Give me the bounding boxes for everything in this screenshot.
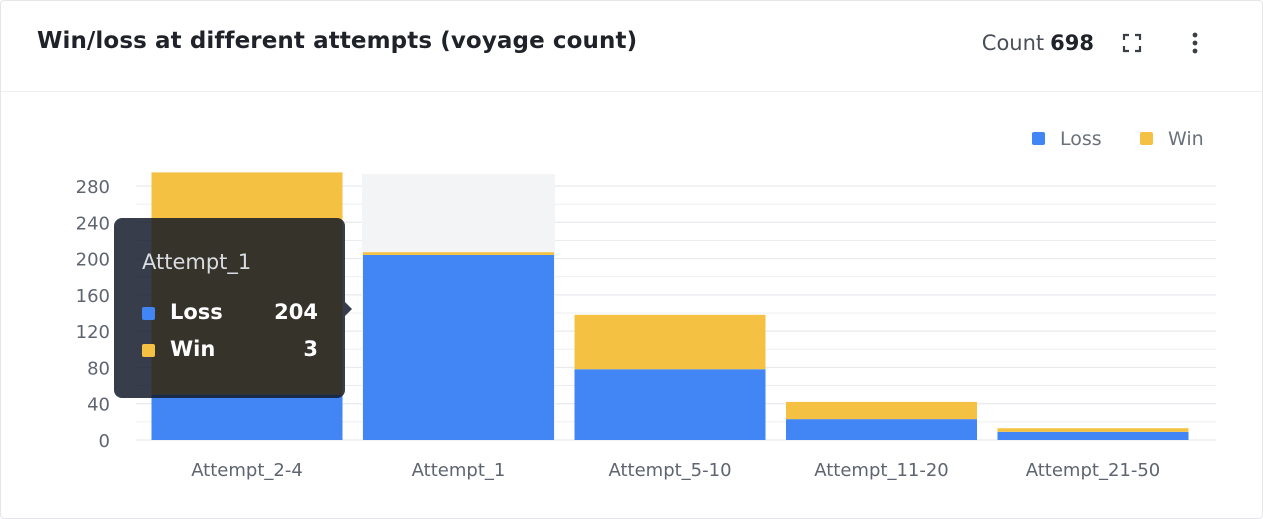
more-vertical-icon bbox=[1192, 32, 1198, 54]
y-tick-label: 40 bbox=[87, 395, 110, 416]
chart-tooltip: Attempt_1 Loss 204 Win 3 bbox=[114, 218, 352, 398]
y-tick-label: 80 bbox=[87, 358, 110, 379]
y-tick-label: 160 bbox=[76, 286, 110, 307]
tooltip-row-win: Win 3 bbox=[142, 337, 318, 363]
legend-swatch bbox=[1140, 132, 1153, 145]
tooltip-row-value: 204 bbox=[274, 300, 318, 324]
tooltip-arrow bbox=[345, 302, 352, 316]
y-tick-label: 280 bbox=[76, 177, 110, 198]
tooltip-row-name: Loss bbox=[170, 300, 223, 324]
bar-win-attempt_21-50[interactable] bbox=[997, 428, 1189, 432]
x-tick-label: Attempt_1 bbox=[412, 460, 506, 481]
tooltip-row-value: 3 bbox=[303, 337, 318, 361]
bar-win-attempt_1[interactable] bbox=[363, 252, 554, 255]
legend: Loss Win bbox=[1032, 128, 1204, 150]
card-header: Win/loss at different attempts (voyage c… bbox=[1, 1, 1262, 92]
count-value: 698 bbox=[1050, 31, 1094, 55]
bar-win-attempt_5-10[interactable] bbox=[574, 314, 766, 370]
expand-button[interactable] bbox=[1118, 29, 1146, 57]
count-label: Count bbox=[981, 31, 1045, 55]
bar-loss-attempt_2-4[interactable] bbox=[151, 394, 343, 440]
legend-item-win[interactable]: Win bbox=[1140, 128, 1204, 150]
x-axis-ticks: Attempt_2-4 Attempt_1 Attempt_5-10 Attempt_… bbox=[191, 460, 1160, 481]
legend-label: Loss bbox=[1060, 128, 1102, 150]
count-summary: Count 698 bbox=[982, 31, 1094, 55]
y-tick-label: 120 bbox=[76, 322, 110, 343]
x-tick-label: Attempt_2-4 bbox=[191, 460, 303, 481]
tooltip-row-name: Win bbox=[170, 337, 216, 361]
y-axis-ticks: 0 40 80 120 160 200 240 280 bbox=[76, 177, 110, 452]
legend-item-loss[interactable]: Loss bbox=[1032, 128, 1102, 150]
tooltip-swatch-loss bbox=[142, 307, 155, 320]
y-tick-label: 240 bbox=[76, 213, 110, 234]
tooltip-row-loss: Loss 204 bbox=[142, 300, 318, 326]
chart-title: Win/loss at different attempts (voyage c… bbox=[37, 28, 638, 54]
expand-icon bbox=[1122, 33, 1142, 53]
x-tick-label: Attempt_11-20 bbox=[814, 460, 949, 481]
tooltip-title: Attempt_1 bbox=[142, 250, 252, 274]
tooltip-swatch-win bbox=[142, 344, 155, 357]
x-tick-label: Attempt_21-50 bbox=[1026, 460, 1161, 481]
bar-loss-attempt_21-50[interactable] bbox=[997, 431, 1189, 440]
bar-loss-attempt_1[interactable] bbox=[363, 254, 554, 440]
bar-loss-attempt_5-10[interactable] bbox=[574, 369, 766, 440]
legend-swatch bbox=[1032, 132, 1045, 145]
bar-loss-attempt_11-20[interactable] bbox=[786, 419, 977, 440]
bar-win-attempt_11-20[interactable] bbox=[786, 401, 977, 420]
y-tick-label: 0 bbox=[99, 431, 110, 452]
y-tick-label: 200 bbox=[76, 250, 110, 271]
legend-label: Win bbox=[1168, 128, 1204, 150]
x-tick-label: Attempt_5-10 bbox=[608, 460, 731, 481]
more-options-button[interactable] bbox=[1181, 29, 1209, 57]
